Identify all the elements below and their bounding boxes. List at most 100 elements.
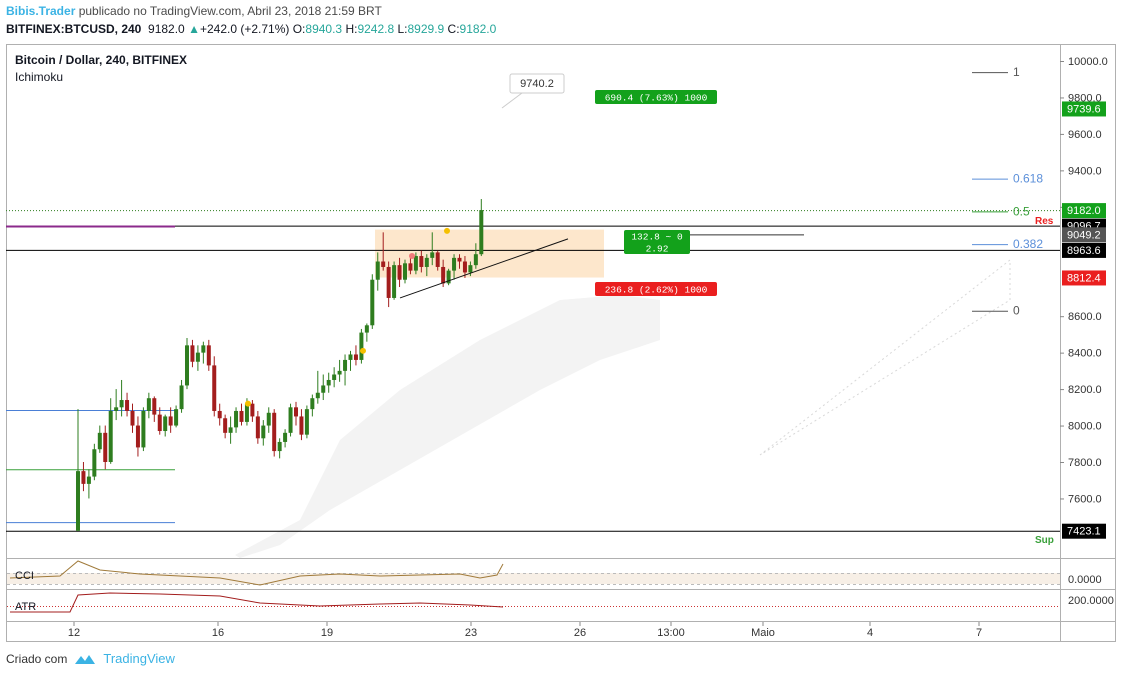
y-tick-label: 7600.0 <box>1068 493 1102 505</box>
candle-body[interactable] <box>321 385 326 393</box>
candle-body[interactable] <box>195 352 200 362</box>
chart-frame <box>6 44 1116 642</box>
candle-body[interactable] <box>119 400 124 408</box>
candle-body[interactable] <box>272 412 277 452</box>
fibonacci-retracement[interactable]: 1 0.618 0.5 0.382 0 <box>972 65 1043 318</box>
candle-body[interactable] <box>310 398 315 410</box>
candle-body[interactable] <box>97 432 102 450</box>
candle-body[interactable] <box>452 257 457 271</box>
candle-body[interactable] <box>364 325 369 333</box>
candle-body[interactable] <box>266 412 271 426</box>
stop-box[interactable]: 236.8 (2.62%) 1000 <box>595 282 717 296</box>
candle-body[interactable] <box>408 263 413 271</box>
candle-body[interactable] <box>125 400 130 411</box>
candle-body[interactable] <box>446 270 451 284</box>
candle-body[interactable] <box>457 257 462 262</box>
candle-body[interactable] <box>206 345 211 366</box>
candle-body[interactable] <box>152 398 157 415</box>
candle-body[interactable] <box>370 279 375 326</box>
candle-body[interactable] <box>277 441 282 452</box>
candle-body[interactable] <box>114 407 119 411</box>
position-tool[interactable]: 690.4 (7.63%) 1000 236.8 (2.62%) 1000 132.… <box>501 73 1054 546</box>
candle-body[interactable] <box>108 410 113 463</box>
candle-body[interactable] <box>76 471 80 531</box>
candle-body[interactable] <box>217 410 222 419</box>
candle-body[interactable] <box>146 398 151 411</box>
x-tick-label: 16 <box>212 627 224 639</box>
price-label-bg <box>1062 270 1106 286</box>
candle-body[interactable] <box>250 403 255 417</box>
resistance-label: Res <box>1035 216 1054 227</box>
candle-body[interactable] <box>130 410 135 426</box>
candle-body[interactable] <box>375 261 380 280</box>
indicator-panes: CCI 0.0000 ATR 200.0000 <box>7 560 1114 613</box>
fib-level-label: 0.618 <box>1013 172 1043 186</box>
tradingview-brand[interactable]: TradingView <box>103 651 175 666</box>
fib-level-label: 0.382 <box>1013 237 1043 251</box>
entry-box-text: 132.8 ~ 0 <box>631 232 683 243</box>
entry-box[interactable]: 132.8 ~ 02.92 <box>624 230 690 255</box>
time-axis[interactable]: 12 16 19 23 26 13:00 Maio 4 7 <box>68 622 982 639</box>
candle-body[interactable] <box>462 261 467 273</box>
close-label: C: <box>447 22 460 36</box>
ascending-trendline[interactable] <box>399 238 569 299</box>
candle-body[interactable] <box>157 414 162 432</box>
candle-body[interactable] <box>430 252 435 258</box>
candle-body[interactable] <box>223 418 228 433</box>
target-box[interactable]: 690.4 (7.63%) 1000 <box>595 90 717 104</box>
candle-body[interactable] <box>103 432 108 463</box>
candle-body[interactable] <box>81 471 86 484</box>
candle-body[interactable] <box>479 210 484 255</box>
author-name[interactable]: Bibis.Trader <box>6 4 76 18</box>
candle-body[interactable] <box>326 379 331 386</box>
candle-body[interactable] <box>441 266 446 284</box>
candle-body[interactable] <box>419 256 424 267</box>
candle-body[interactable] <box>468 265 473 273</box>
candle-body[interactable] <box>174 409 179 426</box>
price-label-text: 9049.2 <box>1067 229 1101 241</box>
candle-body[interactable] <box>239 410 244 422</box>
candle-body[interactable] <box>86 476 91 484</box>
candle-body[interactable] <box>234 410 239 428</box>
candle-body[interactable] <box>315 392 320 399</box>
candle-body[interactable] <box>190 345 195 362</box>
candle-body[interactable] <box>141 410 146 448</box>
candle-body[interactable] <box>473 254 478 266</box>
candle-body[interactable] <box>403 263 407 280</box>
candle-body[interactable] <box>261 425 266 439</box>
candle-body[interactable] <box>92 449 97 477</box>
candle-body[interactable] <box>244 403 249 422</box>
candle-body[interactable] <box>397 265 402 280</box>
candle-body[interactable] <box>392 265 397 298</box>
price-label-bg <box>1062 101 1106 117</box>
candle-body[interactable] <box>179 385 184 410</box>
trendline[interactable] <box>399 238 569 299</box>
candle-body[interactable] <box>168 416 173 426</box>
candle-body[interactable] <box>413 256 418 271</box>
candle-body[interactable] <box>381 261 386 267</box>
candle-body[interactable] <box>359 332 364 360</box>
candle-body[interactable] <box>255 416 260 439</box>
candle-body[interactable] <box>386 266 391 298</box>
candle-body[interactable] <box>337 370 342 375</box>
candle-body[interactable] <box>304 409 309 435</box>
candle-body[interactable] <box>348 354 353 360</box>
candle-body[interactable] <box>353 354 358 360</box>
candle-body[interactable] <box>185 345 189 386</box>
candle-body[interactable] <box>283 432 288 442</box>
candle-body[interactable] <box>212 365 217 411</box>
candle-body[interactable] <box>435 252 440 267</box>
candle-body[interactable] <box>299 416 304 435</box>
candle-body[interactable] <box>228 427 233 433</box>
candle-body[interactable] <box>332 374 337 380</box>
candle-body[interactable] <box>288 407 293 433</box>
candle-body[interactable] <box>135 425 140 448</box>
candle-body[interactable] <box>163 416 168 432</box>
candle-body[interactable] <box>343 359 348 371</box>
candle-body[interactable] <box>424 257 429 267</box>
candle-body[interactable] <box>294 407 298 417</box>
price-callout[interactable]: 9740.2 <box>501 73 565 109</box>
candle-body[interactable] <box>201 345 206 353</box>
target-box-text: 690.4 (7.63%) 1000 <box>605 93 708 104</box>
